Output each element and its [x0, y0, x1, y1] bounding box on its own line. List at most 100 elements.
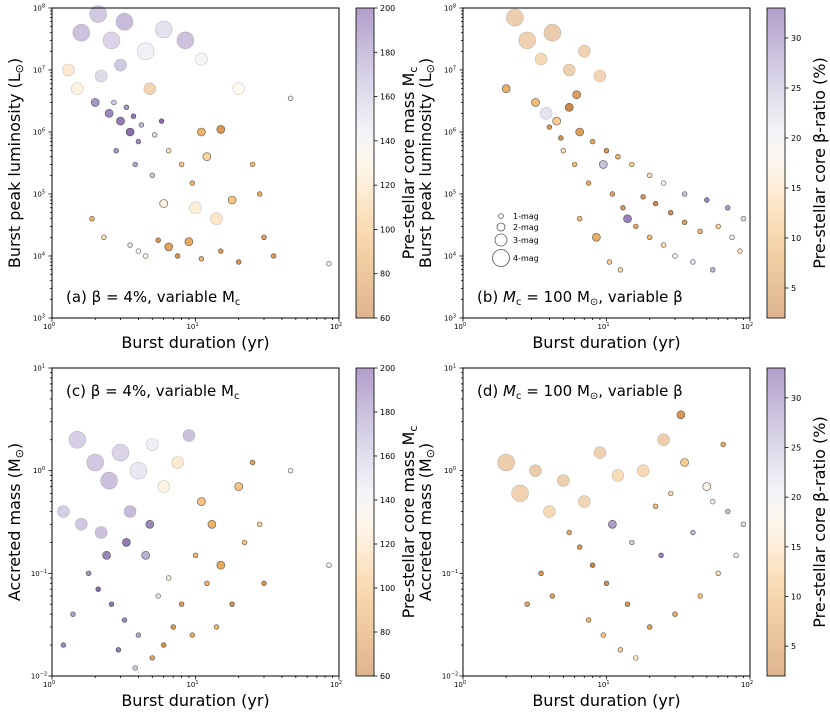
- data-point: [189, 632, 196, 638]
- panel-annotation: (b) Mc = 100 M⊙, variable β: [477, 288, 683, 308]
- data-point: [609, 191, 616, 197]
- data-point: [229, 601, 235, 607]
- data-point: [620, 205, 626, 211]
- data-point: [497, 453, 516, 472]
- data-point: [511, 484, 529, 503]
- colorbar-tick-label: 80: [380, 270, 390, 279]
- data-point: [178, 601, 185, 607]
- x-tick-label: 100: [454, 680, 466, 689]
- data-point: [287, 95, 294, 102]
- data-point: [218, 248, 224, 254]
- colorbar-tick-label: 20: [791, 493, 801, 502]
- y-tick-label: 108: [444, 4, 456, 13]
- data-point: [94, 69, 108, 83]
- y-tick-label: 108: [33, 4, 45, 13]
- data-point: [725, 508, 731, 515]
- colorbar-tick-label: 60: [380, 314, 390, 323]
- y-tick-label: 107: [33, 66, 45, 75]
- data-point: [210, 212, 223, 225]
- data-point: [202, 152, 212, 161]
- y-tick-label: 100: [33, 466, 45, 475]
- data-point: [672, 611, 678, 617]
- data-point: [62, 63, 75, 77]
- data-point: [216, 125, 226, 134]
- data-point: [146, 438, 159, 451]
- data-point: [213, 624, 220, 630]
- data-point: [115, 12, 134, 31]
- data-point: [611, 469, 625, 482]
- data-point: [100, 471, 118, 490]
- data-point: [560, 148, 566, 154]
- data-point: [68, 430, 87, 449]
- data-point: [633, 223, 639, 230]
- data-point: [667, 210, 674, 216]
- data-point: [667, 490, 674, 497]
- colorbar-tick-label: 160: [380, 93, 395, 102]
- data-point: [90, 98, 100, 107]
- data-point: [657, 433, 670, 447]
- y-axis-label: Accreted mass (M⊙): [416, 443, 437, 601]
- panel-annotation: (c) β = 4%, variable Mc: [66, 382, 239, 402]
- data-point: [145, 519, 155, 529]
- colorbar-tick-label: 200: [380, 364, 395, 373]
- data-point: [577, 495, 591, 508]
- data-point: [236, 259, 242, 265]
- data-point: [115, 647, 122, 653]
- colorbar-tick-label: 5: [791, 642, 796, 651]
- data-point: [123, 104, 130, 111]
- data-point: [640, 194, 646, 200]
- data-point: [598, 160, 608, 169]
- data-point: [572, 90, 582, 99]
- data-point: [709, 498, 716, 505]
- y-tick-label: 10−1: [442, 569, 458, 578]
- data-point: [697, 228, 703, 235]
- panel-annotation: (d) Mc = 100 M⊙, variable β: [477, 382, 683, 402]
- colorbar-tick-label: 80: [380, 628, 390, 637]
- data-point: [170, 624, 177, 630]
- data-point: [198, 256, 205, 262]
- colorbar-tick-label: 140: [380, 496, 395, 505]
- data-point: [538, 570, 544, 576]
- colorbar-tick-label: 60: [380, 672, 390, 681]
- data-point: [189, 180, 196, 186]
- data-point: [102, 550, 111, 560]
- data-point: [562, 63, 576, 77]
- data-point: [135, 138, 142, 145]
- data-point: [603, 580, 610, 586]
- data-point: [680, 458, 689, 467]
- data-point: [178, 161, 185, 168]
- y-tick-label: 105: [444, 190, 456, 199]
- data-point: [676, 410, 686, 420]
- data-point: [141, 550, 150, 560]
- data-point: [585, 617, 592, 623]
- data-point: [552, 116, 562, 126]
- colorbar-tick-label: 15: [791, 184, 801, 193]
- data-point: [725, 205, 731, 211]
- colorbar: [766, 7, 786, 319]
- data-point: [89, 216, 95, 222]
- data-point: [166, 575, 172, 581]
- x-tick-label: 100: [43, 680, 55, 689]
- data-point: [660, 180, 667, 186]
- data-point: [576, 544, 583, 550]
- panel-annotation: (a) β = 4%, variable Mc: [66, 288, 240, 308]
- data-point: [75, 517, 88, 531]
- data-point: [197, 127, 206, 137]
- data-point: [111, 99, 117, 106]
- data-point: [111, 443, 130, 462]
- data-point: [646, 172, 653, 179]
- legend-label: 2-mag: [513, 223, 539, 232]
- data-point: [629, 161, 635, 168]
- data-point: [122, 538, 131, 547]
- colorbar-tick-label: 180: [380, 48, 395, 57]
- data-point: [104, 109, 114, 118]
- y-tick-label: 10−1: [31, 569, 47, 578]
- y-tick-label: 105: [33, 190, 45, 199]
- x-axis-label: Burst duration (yr): [532, 691, 680, 710]
- y-tick-label: 10−2: [442, 672, 458, 681]
- plot-area: [463, 368, 750, 676]
- data-point: [155, 593, 161, 599]
- data-point: [158, 118, 165, 124]
- colorbar-tick-label: 10: [791, 234, 801, 243]
